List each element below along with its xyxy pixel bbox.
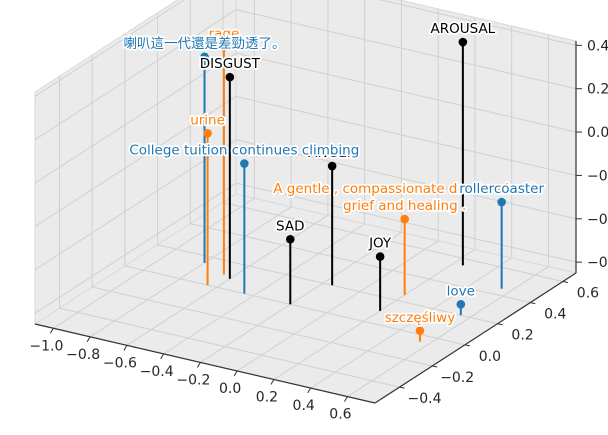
point-label: szczęśliwy <box>385 310 456 326</box>
data-point <box>497 197 506 207</box>
x-tick-mark <box>307 387 312 394</box>
grid-line-z <box>34 0 577 97</box>
data-point <box>458 37 468 47</box>
y-tick-mark <box>464 344 470 347</box>
x-tick-mark <box>196 362 201 368</box>
grid-line-y <box>189 0 531 304</box>
point-label: DISGUST <box>200 56 261 72</box>
data-point <box>240 159 249 168</box>
x-tick-mark <box>344 396 348 402</box>
point-label: rollercoaster <box>459 181 544 197</box>
y-tick-label: 0.2 <box>511 328 533 344</box>
z-tick-label: 0.2 <box>587 82 608 98</box>
grid-line-x <box>126 0 329 346</box>
x-tick-label: 0.0 <box>219 381 241 397</box>
grid-line-x <box>200 0 402 363</box>
grid-line-x <box>53 0 255 329</box>
data-point <box>327 161 337 171</box>
point-label: SAD <box>276 218 304 234</box>
grid-line-y <box>157 12 498 325</box>
data-point <box>456 300 466 309</box>
point-label: College tuition continues climbing <box>129 143 359 159</box>
grid-line-x <box>347 34 549 398</box>
point-label: rage <box>209 26 240 42</box>
z-tick-label: 0.0 <box>587 125 608 141</box>
y-tick-mark <box>432 365 438 368</box>
x-tick-mark <box>160 353 165 360</box>
z-tick-label: −0.6 <box>587 255 608 271</box>
y-tick-label: −0.2 <box>440 370 474 386</box>
y-tick-mark <box>530 302 536 305</box>
x-tick-label: 0.4 <box>293 398 315 414</box>
point-label: 喇叭這一代還是差勁透了。 <box>124 36 286 52</box>
y-tick-mark <box>497 323 503 326</box>
y-tick-label: −0.4 <box>408 391 442 407</box>
grid-line-y <box>91 55 433 367</box>
x-tick-mark <box>233 370 238 377</box>
x-tick-mark <box>49 328 54 334</box>
grid-line-y <box>59 76 400 388</box>
grid-line-y <box>124 33 465 346</box>
data-point <box>285 234 295 244</box>
x-tick-mark <box>86 336 91 343</box>
data-point <box>400 214 409 224</box>
y-tick-label: 0.4 <box>544 307 566 323</box>
x-tick-label: −1.0 <box>29 338 63 354</box>
data-point <box>219 42 229 52</box>
grid-line-x <box>310 26 513 389</box>
x-tick-label: −0.4 <box>140 364 174 380</box>
data-point <box>203 129 212 138</box>
z-tick-label: −0.2 <box>587 168 608 184</box>
y-tick-label: 0.0 <box>479 349 501 365</box>
x-tick-label: −0.6 <box>103 355 137 371</box>
x-axis-line <box>34 323 376 404</box>
x-tick-label: 0.6 <box>329 407 351 423</box>
x-tick-mark <box>123 345 128 351</box>
z-tick-label: −0.4 <box>587 212 608 228</box>
grid-line-x <box>236 8 439 372</box>
data-point <box>415 326 425 336</box>
grid-line-x <box>273 17 476 380</box>
data-point <box>375 252 385 261</box>
point-label: A gentle , compassionate drama about <box>273 181 536 197</box>
point-label: JOY <box>368 236 392 252</box>
y-tick-label: 0.6 <box>577 285 599 301</box>
point-label: urine <box>190 112 225 128</box>
data-point <box>200 52 209 62</box>
z-tick-label: 0.4 <box>587 38 608 54</box>
y-tick-mark <box>562 280 569 283</box>
point-label: love <box>447 283 475 299</box>
x-tick-mark <box>270 379 275 385</box>
x-tick-label: 0.2 <box>256 390 278 406</box>
point-label: grief and healing . <box>343 198 466 214</box>
y-tick-mark <box>399 386 405 389</box>
data-point <box>225 72 235 82</box>
grid-line-x <box>89 0 292 338</box>
point-labels: AROUSAL DISGUST ANGER SAD JOY rage喇叭這一代還是差勁透了… <box>122 19 546 327</box>
point-label: ANGER <box>308 145 356 161</box>
x-tick-label: −0.2 <box>176 372 210 388</box>
y-axis-line <box>374 272 577 404</box>
grid-line-x <box>163 0 366 355</box>
point-label: AROUSAL <box>431 21 496 37</box>
x-tick-label: −0.8 <box>66 347 100 363</box>
